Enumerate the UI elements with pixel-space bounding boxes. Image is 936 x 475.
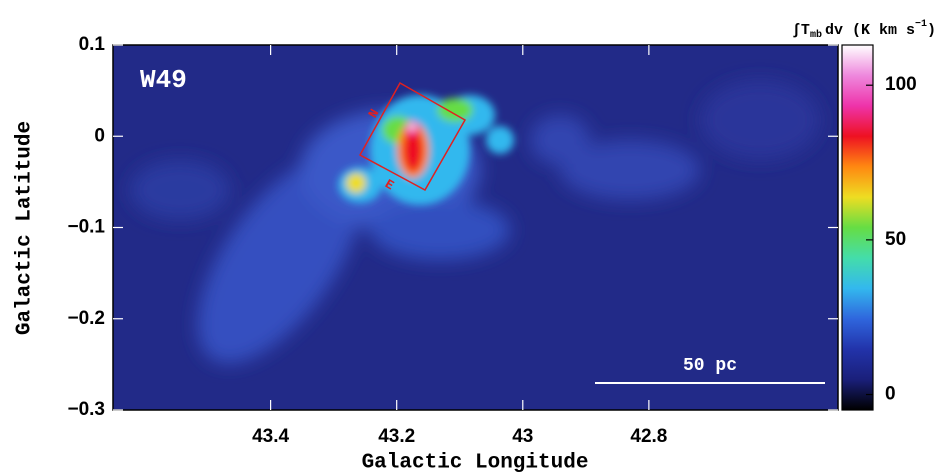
colorbar-tick-label: 50 [885, 229, 906, 250]
colorbar [841, 44, 874, 411]
y-axis-label: Galactic Latitude [14, 121, 37, 335]
map [113, 45, 838, 410]
colorbar-label-part: dv (K km s [825, 22, 915, 39]
x-tick-label: 43.2 [378, 426, 415, 447]
x-axis-label: Galactic Longitude [362, 452, 589, 475]
y-tick-label: 0 [94, 125, 105, 146]
x-tick-label: 43 [512, 426, 533, 447]
scale-bar-label: 50 pc [683, 356, 737, 376]
y-tick-label: −0.1 [67, 217, 105, 238]
x-tick-label: 43.4 [252, 426, 289, 447]
x-tick-label: 42.8 [630, 426, 667, 447]
y-tick-label: −0.2 [67, 308, 105, 329]
colorbar-label-part: −1 [915, 19, 927, 30]
colorbar-label-part: mb [810, 29, 822, 41]
colorbar-label-part: ) [927, 22, 936, 39]
y-tick-label: 0.1 [79, 34, 106, 55]
map-label: W49 [140, 65, 187, 95]
y-tick-label: −0.3 [67, 399, 105, 420]
colorbar-tick-label: 100 [885, 74, 917, 95]
colorbar-tick-label: 0 [885, 384, 896, 405]
colorbar-label: ∫Tmb dv (K km s−1) [792, 19, 936, 41]
colorbar-label-part: ∫T [792, 22, 810, 39]
